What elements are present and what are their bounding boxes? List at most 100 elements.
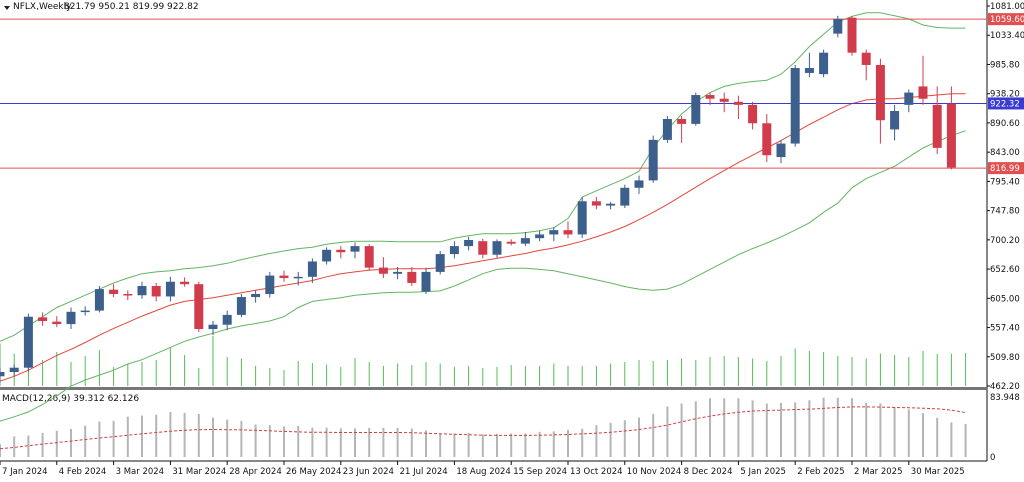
price-tick-label: 938.20 [990, 90, 1020, 100]
price-tick-label: 557.40 [990, 324, 1020, 334]
candle-body [137, 286, 147, 296]
candle-body [236, 297, 246, 315]
candle-body [364, 246, 374, 268]
candle-body [322, 249, 332, 262]
price-tick-label: 652.60 [990, 265, 1020, 275]
candle-body [620, 187, 630, 206]
time-tick-label: 15 Sep 2024 [513, 467, 567, 477]
candle-body [23, 316, 33, 368]
macd-label: MACD(12,26,9) 39.312 62.126 [2, 394, 139, 404]
candle-body [918, 86, 928, 99]
candle-body [591, 201, 601, 206]
candle-body [94, 289, 104, 311]
candle-body [279, 275, 289, 279]
symbol-dropdown-icon[interactable] [4, 6, 10, 10]
candle-body [890, 111, 900, 130]
candle-body [577, 201, 587, 235]
time-tick-label: 3 Mar 2024 [116, 467, 164, 477]
candle-body [123, 294, 133, 296]
price-tick-label: 747.80 [990, 207, 1020, 217]
time-tick-label: 2 Feb 2025 [797, 467, 845, 477]
time-tick-label: 4 Feb 2024 [59, 467, 107, 477]
level-label-box [988, 97, 1024, 110]
candle-body [80, 310, 90, 313]
candle-body [861, 52, 871, 65]
level-label: 1059.60 [990, 15, 1024, 25]
candle-body [606, 203, 616, 206]
candle-body [819, 52, 829, 75]
candle-body [336, 249, 346, 253]
candle-body [38, 317, 48, 322]
pane-separator[interactable] [0, 387, 987, 390]
candle-body [662, 118, 672, 140]
price-tick-label: 462.20 [990, 382, 1020, 392]
candle-body [222, 314, 232, 325]
level-label-box [988, 162, 1024, 175]
price-tick-label: 605.00 [990, 294, 1020, 304]
candle-body [563, 230, 573, 235]
price-tick-label: 509.80 [990, 353, 1020, 363]
symbol-label: NFLX,Weekly [13, 2, 72, 12]
candle-body [691, 95, 701, 124]
candle-body [549, 230, 559, 235]
candle-body [762, 123, 772, 156]
candle-body [265, 275, 275, 295]
lower-band-line [0, 130, 966, 422]
candle-body [705, 95, 715, 99]
ohlc-values: 821.79 950.21 819.99 922.82 [64, 2, 199, 12]
candle-body [0, 371, 5, 377]
candle-body [776, 143, 786, 158]
candle-body [733, 101, 743, 105]
candle-body [109, 289, 119, 295]
time-tick-label: 21 Jul 2024 [400, 467, 448, 477]
time-tick-label: 23 Jun 2024 [343, 467, 394, 477]
candle-body [946, 103, 956, 168]
candle-body [449, 246, 459, 255]
candle-body [435, 254, 445, 272]
time-tick-label: 31 Mar 2024 [172, 467, 226, 477]
candle-body [492, 241, 502, 255]
candle-body [407, 271, 417, 283]
upper-band-line [0, 12, 966, 342]
time-tick-label: 30 Mar 2025 [911, 467, 965, 477]
macd-tick-label: 0 [990, 453, 995, 463]
candle-body [833, 18, 843, 34]
candle-body [535, 234, 545, 239]
candle-body [393, 271, 403, 274]
price-tick-label: 1081.00 [990, 2, 1024, 12]
candle-body [464, 239, 474, 247]
time-tick-label: 5 Jan 2025 [740, 467, 786, 477]
candle-body [648, 139, 658, 181]
candle-body [9, 367, 19, 372]
candle-body [634, 180, 644, 188]
candle-body [251, 294, 261, 298]
candle-body [804, 68, 814, 73]
price-tick-label: 985.80 [990, 60, 1020, 70]
time-tick-label: 10 Nov 2024 [627, 467, 681, 477]
candle-body [478, 241, 488, 255]
candle-body [307, 261, 317, 277]
time-tick-label: 2 Mar 2025 [854, 467, 902, 477]
candle-body [520, 238, 530, 244]
candle-body [66, 311, 76, 325]
time-tick-label: 28 Apr 2024 [229, 467, 282, 477]
price-tick-label: 795.40 [990, 177, 1020, 187]
macd-tick-label: 83.948 [990, 393, 1020, 403]
macd-signal-line [0, 406, 966, 450]
candle-body [719, 98, 729, 102]
candle-body [677, 118, 687, 124]
time-tick-label: 26 May 2024 [286, 467, 341, 477]
candle-body [932, 104, 942, 148]
candle-body [165, 281, 175, 297]
time-tick-label: 8 Dec 2024 [684, 467, 733, 477]
candle-body [506, 241, 516, 244]
candle-body [875, 64, 885, 121]
level-label: 922.32 [990, 99, 1020, 109]
level-label-box [988, 13, 1024, 26]
candle-body [52, 321, 62, 325]
candle-body [194, 284, 204, 330]
time-tick-label: 18 Aug 2024 [456, 467, 510, 477]
candle-body [748, 104, 758, 124]
